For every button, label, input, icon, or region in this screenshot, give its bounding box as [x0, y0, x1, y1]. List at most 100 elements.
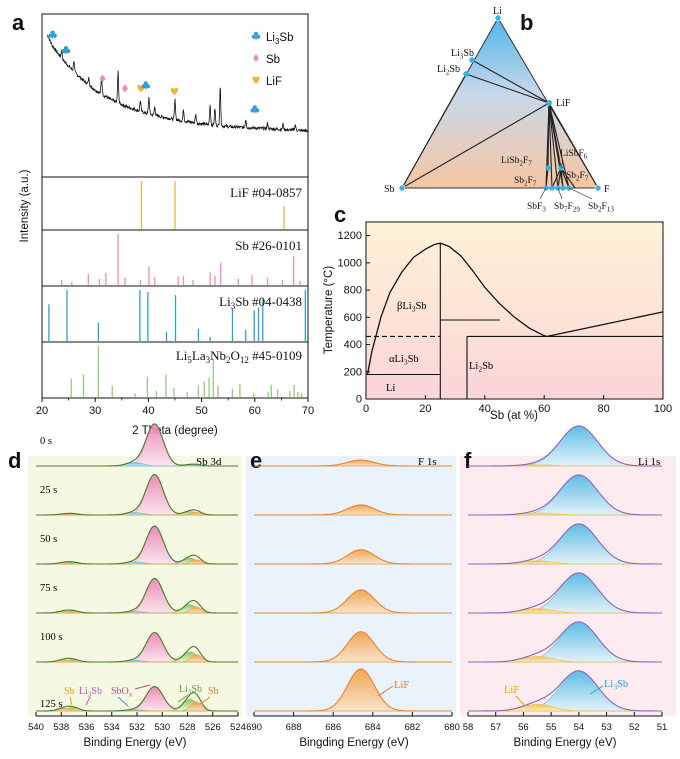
club-stem	[255, 36, 257, 40]
y-tick-label: 400	[344, 339, 362, 351]
component-sb3d5-2-sb	[36, 708, 238, 712]
panel-a-y-label: Intensity (a.u.)	[19, 169, 31, 242]
x-tick-label: 58	[463, 722, 474, 733]
y-tick-label: 800	[344, 285, 362, 297]
legend-lif: LiF	[266, 76, 282, 88]
corner-li: Li	[493, 6, 502, 17]
club-lobe	[252, 105, 257, 110]
legend-li3sb: Li3Sb	[266, 32, 293, 46]
spectrum-50s	[468, 523, 662, 565]
panel-label-d: d	[8, 448, 21, 473]
club-lobe	[250, 108, 255, 113]
panel-d-background	[28, 456, 242, 716]
point-sb	[398, 184, 406, 192]
x-tick-label: 40	[479, 403, 491, 415]
spectrum-75s	[254, 589, 452, 614]
label-sb2f7-right: Sb2F7	[566, 171, 589, 183]
reference-sb-sticks	[61, 234, 301, 285]
club-lobe	[141, 84, 146, 89]
arrow-lif-f1s	[377, 685, 394, 697]
x-tick-label: 0	[363, 403, 369, 415]
y-tick-label: 600	[344, 312, 362, 324]
x-tick-label: 51	[657, 722, 668, 733]
diamond-icon	[122, 84, 128, 93]
reference-li3sb-sticks	[48, 290, 306, 341]
sb3d-spectra: 0 s 25 s 50 s 75 s 100 s 125 s	[36, 423, 238, 712]
point-li3sb	[469, 57, 475, 63]
envelope-line	[36, 577, 238, 614]
li1s-spectra	[468, 425, 662, 712]
label-li3sb: Li3Sb	[451, 48, 474, 61]
legend-sb: Sb	[266, 54, 280, 66]
x-tick-label: 528	[180, 722, 196, 733]
club-icon	[251, 31, 261, 40]
spectrum-100s	[36, 631, 238, 663]
point-lif	[546, 100, 552, 106]
club-lobe	[63, 46, 68, 51]
region-alpha-li3sb: αLi3Sb	[389, 354, 419, 367]
panel-e-title: F 1s	[418, 456, 437, 468]
ref-label-lif: LiF #04-0857	[230, 185, 302, 200]
x-tick-label: 530	[154, 722, 170, 733]
panel-a-x-label: 2 Theta (degree)	[132, 425, 218, 437]
panel-b-ternary: Li Sb F Li3Sb Li2Sb LiF LiSbF6 LiSb2F7 S…	[384, 6, 614, 214]
x-tick-label: 682	[404, 722, 420, 733]
point-lisb2f7	[545, 165, 551, 171]
envelope-line	[468, 523, 662, 565]
x-tick-label: 50	[195, 405, 207, 417]
label-lisb2f7: LiSb2F7	[501, 156, 532, 168]
x-tick-label: 54	[574, 722, 585, 733]
annot-sb-left: Sb	[64, 686, 75, 697]
spectrum-25s	[254, 504, 452, 516]
spectrum-25s	[36, 473, 238, 516]
heart-icon	[252, 76, 260, 84]
envelope-line	[468, 572, 662, 614]
phase-boundaries	[366, 242, 664, 399]
x-tick-label: 40	[142, 405, 154, 417]
spectrum-0s	[468, 425, 662, 467]
panel-label-f: f	[464, 448, 472, 473]
club-lobe	[52, 33, 57, 38]
label-sb2f7-left: Sb2F7	[514, 176, 537, 188]
label-sbf3: SbF3	[527, 202, 546, 214]
reference-llzno-sticks	[70, 346, 303, 397]
x-tick-label: 55	[546, 722, 557, 733]
x-tick-label: 100	[654, 403, 672, 415]
envelope-line	[36, 473, 238, 516]
marker-li3sb	[48, 30, 57, 39]
panel-d-x-label: Binding Energy (eV)	[84, 737, 187, 749]
panel-d-x-axis: 540 538 536 534 532 530 528 526 524	[28, 712, 246, 733]
annot-lif-f1s: LiF	[394, 680, 409, 691]
marker-li3sb	[61, 46, 71, 55]
x-tick-label: 30	[89, 405, 101, 417]
x-tick-label: 536	[79, 722, 95, 733]
panel-c-y-label: Temperature (°C)	[323, 266, 335, 354]
x-tick-label: 540	[28, 722, 44, 733]
envelope-line	[254, 631, 452, 663]
time-label: 125 s	[40, 699, 62, 710]
y-tick-label: 1200	[338, 230, 362, 242]
x-tick-label: 684	[365, 722, 381, 733]
club-lobe	[50, 30, 55, 35]
panel-f-x-label: Binding Energy (eV)	[514, 737, 617, 749]
y-tick-label: 0	[356, 394, 362, 406]
x-tick-label: 688	[286, 722, 302, 733]
spectrum-75s	[36, 577, 238, 614]
envelope-line	[254, 549, 452, 565]
envelope-line	[254, 668, 452, 712]
marker-lif	[170, 87, 179, 95]
panel-a-x-axis: 20 30 40 50 60 70	[36, 398, 314, 417]
x-tick-label: 532	[129, 722, 145, 733]
club-icon	[250, 105, 260, 114]
panel-label-c: c	[334, 202, 346, 227]
label-lisbf6: LiSbF6	[560, 149, 588, 161]
x-tick-label: 52	[629, 722, 640, 733]
component-sb3d5-2-sb	[36, 562, 238, 565]
liquidus-sb	[547, 311, 664, 338]
panel-label-b: b	[520, 10, 533, 35]
panel-f-title: Li 1s	[638, 456, 660, 468]
panel-e-x-label: Bingding Energy (eV)	[299, 737, 408, 749]
panel-e-x-axis: 690 688 686 684 682 680	[246, 712, 460, 733]
